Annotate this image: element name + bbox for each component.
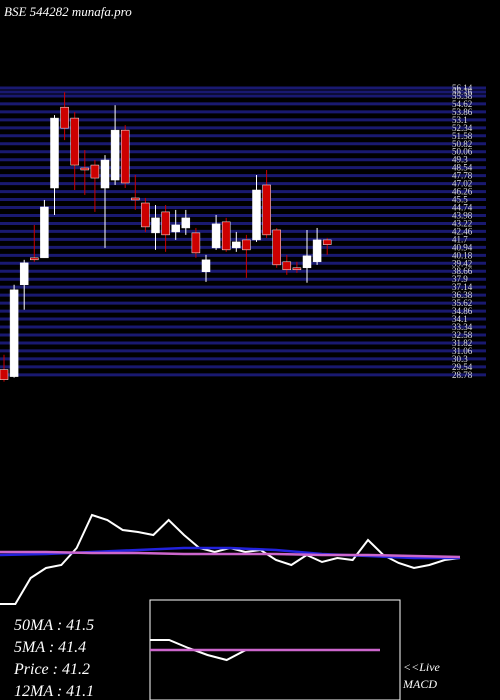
macd-label: <<Live bbox=[403, 660, 441, 674]
candle-body bbox=[191, 232, 201, 254]
y-tick-label: 34.1 bbox=[452, 314, 468, 324]
y-tick-label: 47.78 bbox=[452, 171, 473, 181]
candle-body bbox=[100, 159, 110, 189]
y-tick-label: 50.82 bbox=[452, 139, 472, 149]
y-tick-label: 37.9 bbox=[452, 274, 468, 284]
y-tick-label: 43.98 bbox=[452, 210, 473, 220]
info-text: 5MA : 41.4 bbox=[14, 639, 86, 656]
y-tick-label: 44.74 bbox=[452, 203, 473, 213]
y-tick-label: 46.26 bbox=[452, 187, 473, 197]
macd-label: MACD bbox=[402, 677, 437, 691]
candle-body bbox=[70, 117, 79, 166]
y-tick-label: 30.3 bbox=[452, 354, 468, 364]
y-tick-label: 45.5 bbox=[452, 195, 468, 205]
candle-body bbox=[221, 221, 231, 251]
candle-body bbox=[242, 239, 251, 251]
candle-body bbox=[252, 189, 261, 241]
y-tick-label: 39.42 bbox=[452, 258, 472, 268]
y-tick-label: 40.94 bbox=[452, 242, 473, 252]
candle-body bbox=[282, 261, 292, 271]
info-text: Price : 41.2 bbox=[13, 661, 90, 678]
candle-body bbox=[120, 129, 130, 184]
candle-body bbox=[322, 239, 332, 245]
info-text: 50MA : 41.5 bbox=[14, 617, 94, 634]
y-tick-label: 33.34 bbox=[452, 322, 473, 332]
candle-body bbox=[181, 217, 191, 229]
info-text: 12MA : 41.1 bbox=[14, 683, 94, 700]
y-tick-label: 29.54 bbox=[452, 362, 473, 372]
candle-body bbox=[0, 369, 9, 380]
candle-body bbox=[232, 241, 241, 249]
candle-body bbox=[50, 117, 59, 189]
candle-body bbox=[40, 206, 49, 259]
candle-body bbox=[272, 229, 281, 266]
y-tick-label: 35.62 bbox=[452, 298, 472, 308]
candle-body bbox=[80, 167, 90, 171]
y-tick-label: 28.78 bbox=[452, 370, 473, 380]
y-tick-label: 37.14 bbox=[452, 282, 473, 292]
y-tick-label: 32.58 bbox=[452, 330, 473, 340]
y-tick-label: 34.86 bbox=[452, 306, 473, 316]
candle-body bbox=[30, 257, 39, 261]
y-tick-label: 31.82 bbox=[452, 338, 472, 348]
y-tick-label: 41.7 bbox=[452, 234, 468, 244]
candle-body bbox=[131, 197, 140, 201]
y-tick-label: 31.06 bbox=[452, 346, 473, 356]
y-tick-label: 40.18 bbox=[452, 250, 473, 260]
y-tick-label: 56.14 bbox=[452, 83, 473, 93]
chart-title: BSE 544282 munafa.pro bbox=[4, 4, 132, 19]
candle-body bbox=[19, 262, 29, 286]
candle-body bbox=[292, 267, 302, 271]
y-tick-label: 36.38 bbox=[452, 290, 473, 300]
candle-body bbox=[60, 106, 69, 129]
y-tick-label: 53.1 bbox=[452, 115, 468, 125]
candle-body bbox=[201, 259, 211, 273]
indicator-line bbox=[0, 550, 461, 559]
candle-body bbox=[90, 164, 100, 179]
candle-body bbox=[141, 202, 150, 228]
candle-body bbox=[9, 289, 19, 377]
y-tick-label: 53.86 bbox=[452, 107, 473, 117]
y-tick-label: 42.46 bbox=[452, 226, 473, 236]
candle-body bbox=[211, 223, 221, 249]
y-tick-label: 51.58 bbox=[452, 131, 473, 141]
candle-body bbox=[110, 129, 120, 181]
y-tick-label: 52.34 bbox=[452, 123, 473, 133]
candle-body bbox=[151, 217, 160, 234]
y-tick-label: 47.02 bbox=[452, 179, 472, 189]
y-tick-label: 48.54 bbox=[452, 163, 473, 173]
y-tick-label: 54.62 bbox=[452, 99, 472, 109]
y-tick-label: 55.76 bbox=[452, 87, 473, 97]
candle-body bbox=[171, 224, 180, 233]
candle-body bbox=[262, 184, 271, 236]
candle-body bbox=[161, 211, 170, 236]
candle-body bbox=[312, 239, 322, 263]
candle-body bbox=[302, 255, 312, 269]
indicator-line bbox=[0, 513, 461, 605]
y-tick-label: 50.06 bbox=[452, 147, 473, 157]
y-tick-label: 43.22 bbox=[452, 218, 472, 228]
y-tick-label: 55.38 bbox=[452, 91, 473, 101]
y-tick-label: 38.66 bbox=[452, 266, 473, 276]
y-tick-label: 49.3 bbox=[452, 155, 468, 165]
